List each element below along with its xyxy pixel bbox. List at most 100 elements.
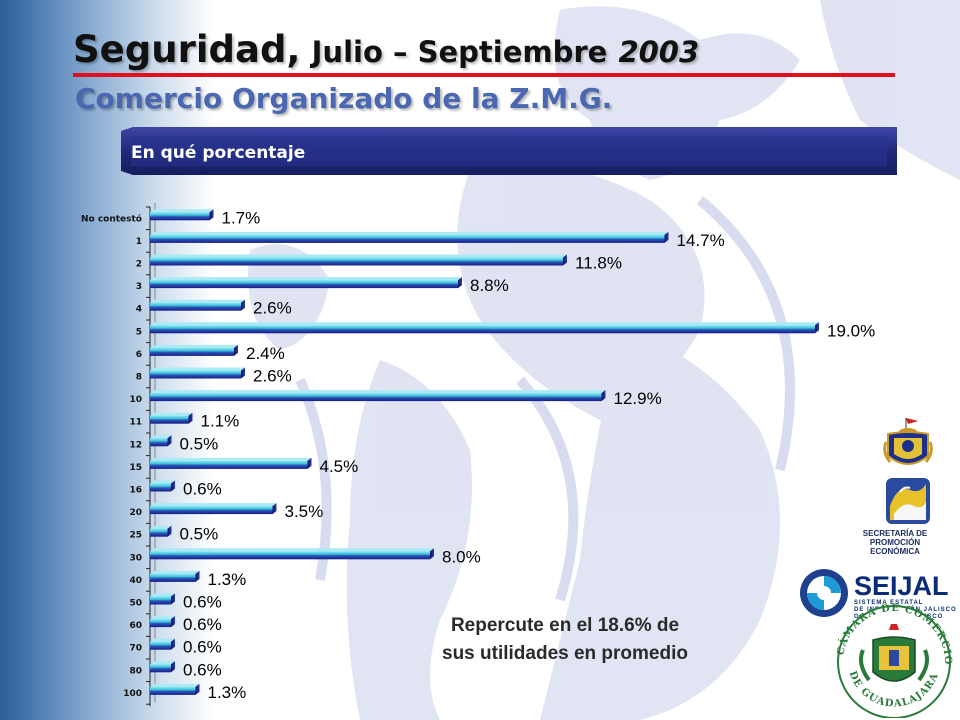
axis-layer: No contestó12345681011121516202530405060…	[81, 203, 156, 707]
bar	[150, 457, 312, 469]
y-tick-label: 10	[129, 395, 142, 405]
bar-top-face	[150, 570, 200, 574]
data-label: 1.7%	[222, 208, 261, 227]
bar-end-cap	[241, 299, 245, 311]
bar	[150, 254, 567, 266]
data-label: 2.6%	[253, 299, 292, 318]
title-period: Julio – Septiembre	[311, 35, 608, 69]
bar-end-cap	[167, 525, 172, 537]
data-label: 19.0%	[827, 321, 875, 340]
bar-top-face	[150, 254, 567, 258]
bar-front-face	[150, 551, 430, 560]
data-label: 0.5%	[180, 434, 219, 453]
promocion-economica-text: SECRETARÍA DE PROMOCIÓN ECONÓMICA	[840, 529, 950, 556]
data-label: 0.5%	[180, 525, 219, 544]
bar	[150, 390, 606, 402]
bar-top-face	[150, 390, 606, 394]
bar-top-face	[150, 480, 175, 484]
bar	[150, 277, 462, 289]
bar-front-face	[150, 641, 171, 650]
bar-front-face	[150, 234, 665, 243]
bar	[150, 525, 172, 537]
title-year: 2003	[618, 35, 700, 69]
bar-top-face	[150, 503, 277, 507]
bar-front-face	[150, 257, 563, 266]
bar	[150, 683, 200, 695]
bar-chart: No contestó12345681011121516202530405060…	[81, 203, 875, 707]
section-label: En qué porcentaje	[131, 143, 306, 163]
section-band	[121, 127, 897, 175]
y-tick-label: 11	[129, 418, 142, 428]
bar-top-face	[150, 661, 175, 665]
bar	[150, 570, 200, 582]
title-rule	[73, 73, 895, 77]
page-title: Seguridad, Julio – Septiembre 2003	[73, 28, 699, 71]
bar-end-cap	[171, 593, 175, 605]
bar-end-cap	[241, 367, 245, 379]
data-label: 0.6%	[183, 660, 222, 679]
bar-end-cap	[458, 277, 462, 289]
bar-front-face	[150, 619, 171, 628]
bar-end-cap	[307, 457, 312, 469]
y-tick-label: 5	[136, 327, 142, 337]
bar-front-face	[150, 280, 458, 289]
bar-front-face	[150, 596, 171, 605]
y-tick-label: 4	[136, 305, 142, 315]
bar-end-cap	[195, 570, 200, 582]
seijal-line-1: SISTEMA ESTATAL	[854, 600, 924, 606]
bar	[150, 231, 669, 243]
bar-top-face	[150, 231, 669, 235]
seijal-name: SEIJAL	[854, 571, 949, 601]
bar-top-face	[150, 638, 175, 642]
y-tick-label: 8	[136, 373, 142, 383]
data-label: 1.3%	[208, 683, 247, 702]
y-tick-label: 15	[129, 463, 142, 473]
data-label: 1.1%	[201, 412, 240, 431]
bar-front-face	[150, 212, 210, 221]
bar	[150, 593, 175, 605]
bar-end-cap	[234, 344, 238, 356]
promocion-line-1: SECRETARÍA DE	[862, 529, 928, 538]
bar-front-face	[150, 506, 273, 515]
bar-front-face	[150, 415, 189, 424]
footnote-line-2: sus utilidades en promedio	[442, 643, 688, 664]
page-subtitle: Comercio Organizado de la Z.M.G.	[75, 82, 613, 115]
bar-end-cap	[815, 322, 819, 334]
footnote-line-1: Repercute en el 18.6% de	[450, 615, 680, 636]
y-tick-label: 2	[136, 260, 142, 270]
bar-front-face	[150, 460, 308, 469]
bar-top-face	[150, 525, 172, 529]
bar-top-face	[150, 548, 434, 552]
bar-end-cap	[430, 548, 434, 560]
y-tick-label: 25	[129, 531, 142, 541]
bar-front-face	[150, 664, 171, 673]
bar-top-face	[150, 435, 172, 439]
data-label: 1.3%	[208, 570, 247, 589]
bar	[150, 638, 175, 650]
bar-top-face	[150, 457, 312, 461]
bar-top-face	[150, 344, 238, 348]
bar-front-face	[150, 438, 168, 447]
bar	[150, 367, 245, 379]
y-tick-label: 3	[136, 282, 142, 292]
y-tick-label: 70	[129, 644, 142, 654]
bar	[150, 616, 175, 628]
bar-top-face	[150, 593, 175, 597]
promocion-line-2: PROMOCIÓN	[869, 538, 921, 547]
bar-end-cap	[171, 661, 175, 673]
bar-top-face	[150, 683, 200, 687]
bar-top-face	[150, 299, 245, 303]
title-main: Seguridad,	[73, 28, 301, 71]
bar-front-face	[150, 302, 241, 311]
y-tick-label: 16	[129, 486, 142, 496]
bar-end-cap	[601, 390, 606, 402]
seijal-logo	[800, 569, 848, 617]
y-tick-label: 12	[129, 440, 142, 450]
bar-front-face	[150, 370, 241, 379]
bar	[150, 299, 245, 311]
bar-end-cap	[171, 480, 175, 492]
data-label: 2.4%	[246, 344, 285, 363]
data-label: 0.6%	[183, 638, 222, 657]
data-label: 8.0%	[442, 547, 481, 566]
